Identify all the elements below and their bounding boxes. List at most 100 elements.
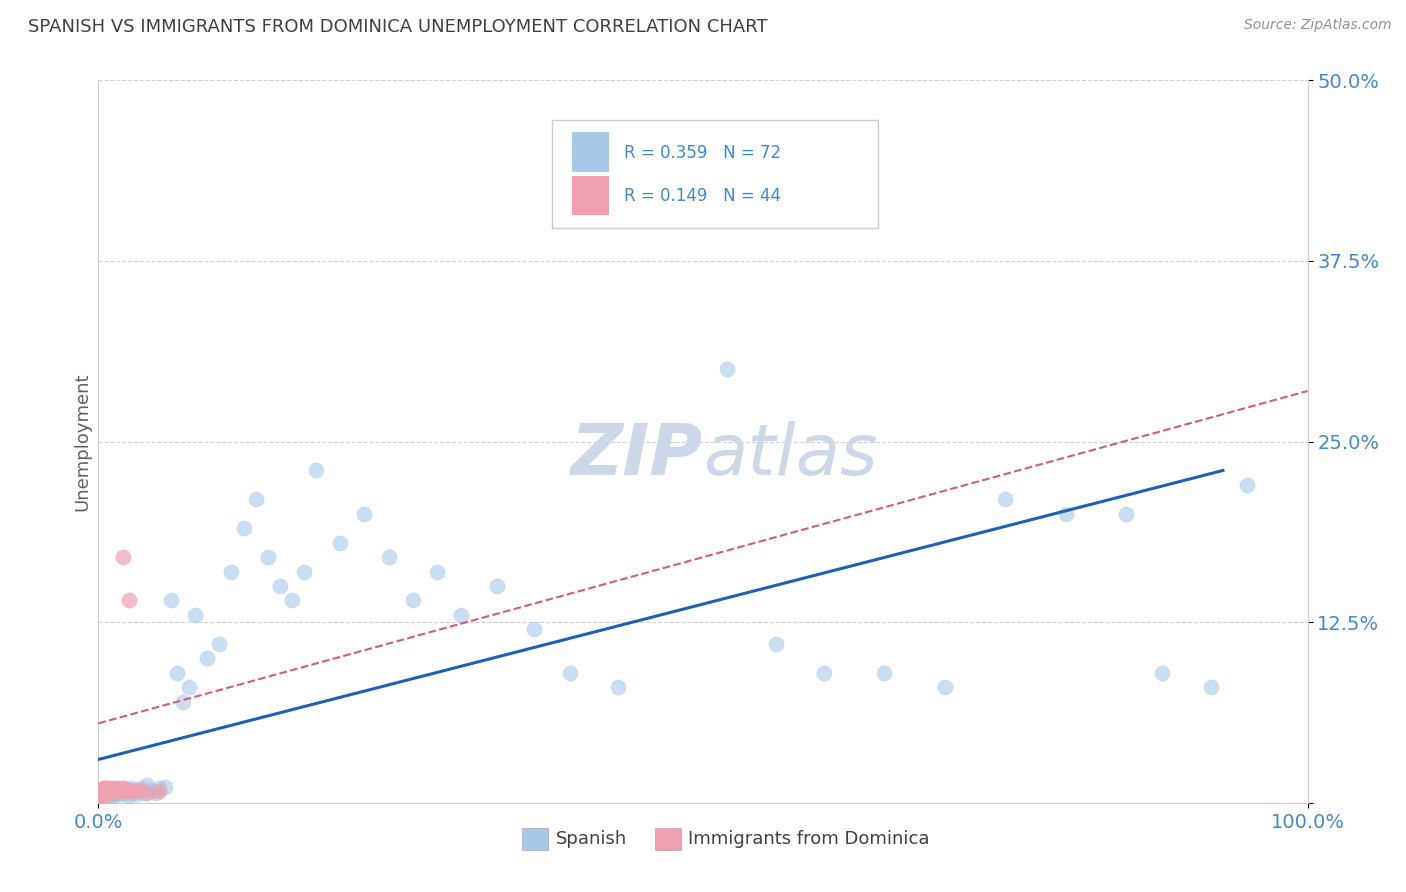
Text: Spanish: Spanish xyxy=(555,830,627,848)
Point xyxy=(118,784,141,798)
Point xyxy=(103,784,125,798)
Point xyxy=(607,680,630,694)
Point xyxy=(89,789,111,803)
Point xyxy=(93,784,115,798)
Point xyxy=(101,789,124,803)
Point xyxy=(232,521,254,535)
Point xyxy=(98,787,121,801)
Point xyxy=(523,623,546,637)
Point xyxy=(105,786,128,800)
Point xyxy=(129,781,152,796)
Point xyxy=(108,782,131,797)
Point xyxy=(114,784,136,798)
Point xyxy=(107,784,129,798)
Point xyxy=(873,665,896,680)
Point xyxy=(114,786,136,800)
Point xyxy=(269,579,291,593)
Point xyxy=(558,665,581,680)
Point xyxy=(120,781,142,796)
Point xyxy=(124,782,146,797)
Point xyxy=(98,786,121,800)
Point xyxy=(93,786,115,800)
Point xyxy=(100,781,122,796)
Point xyxy=(97,781,120,796)
Point xyxy=(90,784,112,798)
Point xyxy=(105,781,128,796)
Point xyxy=(377,550,399,565)
Point xyxy=(934,680,956,694)
FancyBboxPatch shape xyxy=(572,176,609,215)
Point xyxy=(91,782,114,797)
Point xyxy=(281,593,304,607)
Point xyxy=(148,784,170,798)
Point xyxy=(94,787,117,801)
Point xyxy=(98,782,121,797)
Point xyxy=(100,790,122,805)
Point xyxy=(221,565,243,579)
Point xyxy=(91,786,114,800)
Point xyxy=(129,782,152,797)
Point xyxy=(100,784,122,798)
Point xyxy=(135,786,157,800)
Text: ZIP: ZIP xyxy=(571,422,703,491)
Point xyxy=(127,787,149,801)
Point xyxy=(108,787,131,801)
Point xyxy=(108,782,131,797)
Point xyxy=(179,680,201,694)
Point xyxy=(1115,507,1137,521)
Point xyxy=(329,535,352,549)
Point xyxy=(104,782,127,797)
Point xyxy=(1152,665,1174,680)
Point xyxy=(110,786,132,800)
FancyBboxPatch shape xyxy=(655,828,682,850)
FancyBboxPatch shape xyxy=(551,120,879,228)
Point xyxy=(450,607,472,622)
Point xyxy=(138,782,160,797)
Point xyxy=(813,665,835,680)
Point xyxy=(245,492,267,507)
Point xyxy=(153,780,176,794)
Point xyxy=(94,781,117,796)
Point xyxy=(107,784,129,798)
Point xyxy=(100,782,122,797)
Point xyxy=(111,781,134,796)
Point xyxy=(160,593,183,607)
Point xyxy=(97,782,120,797)
Point xyxy=(208,637,231,651)
Point xyxy=(91,781,114,796)
Point xyxy=(118,593,141,607)
Point xyxy=(100,786,122,800)
Point xyxy=(121,784,143,798)
Text: atlas: atlas xyxy=(703,422,877,491)
Point xyxy=(166,665,188,680)
FancyBboxPatch shape xyxy=(572,132,609,172)
Point xyxy=(91,789,114,803)
Text: SPANISH VS IMMIGRANTS FROM DOMINICA UNEMPLOYMENT CORRELATION CHART: SPANISH VS IMMIGRANTS FROM DOMINICA UNEM… xyxy=(28,18,768,36)
Point xyxy=(148,781,170,796)
Point xyxy=(104,787,127,801)
Point xyxy=(132,786,155,800)
Text: R = 0.359   N = 72: R = 0.359 N = 72 xyxy=(624,144,782,161)
Point xyxy=(486,579,509,593)
Y-axis label: Unemployment: Unemployment xyxy=(73,372,91,511)
Point xyxy=(93,789,115,803)
Point xyxy=(94,784,117,798)
Point xyxy=(96,781,118,796)
Point xyxy=(184,607,207,622)
Point xyxy=(111,550,134,565)
Point xyxy=(716,362,738,376)
Point xyxy=(124,784,146,798)
Point xyxy=(195,651,218,665)
Point xyxy=(292,565,315,579)
Point xyxy=(127,784,149,798)
Point xyxy=(100,786,122,800)
Point xyxy=(994,492,1017,507)
Point xyxy=(172,695,194,709)
Point xyxy=(112,781,135,796)
Point xyxy=(1199,680,1222,694)
Point xyxy=(135,779,157,793)
Point xyxy=(145,786,167,800)
Point xyxy=(765,637,787,651)
FancyBboxPatch shape xyxy=(522,828,548,850)
Point xyxy=(655,160,678,174)
